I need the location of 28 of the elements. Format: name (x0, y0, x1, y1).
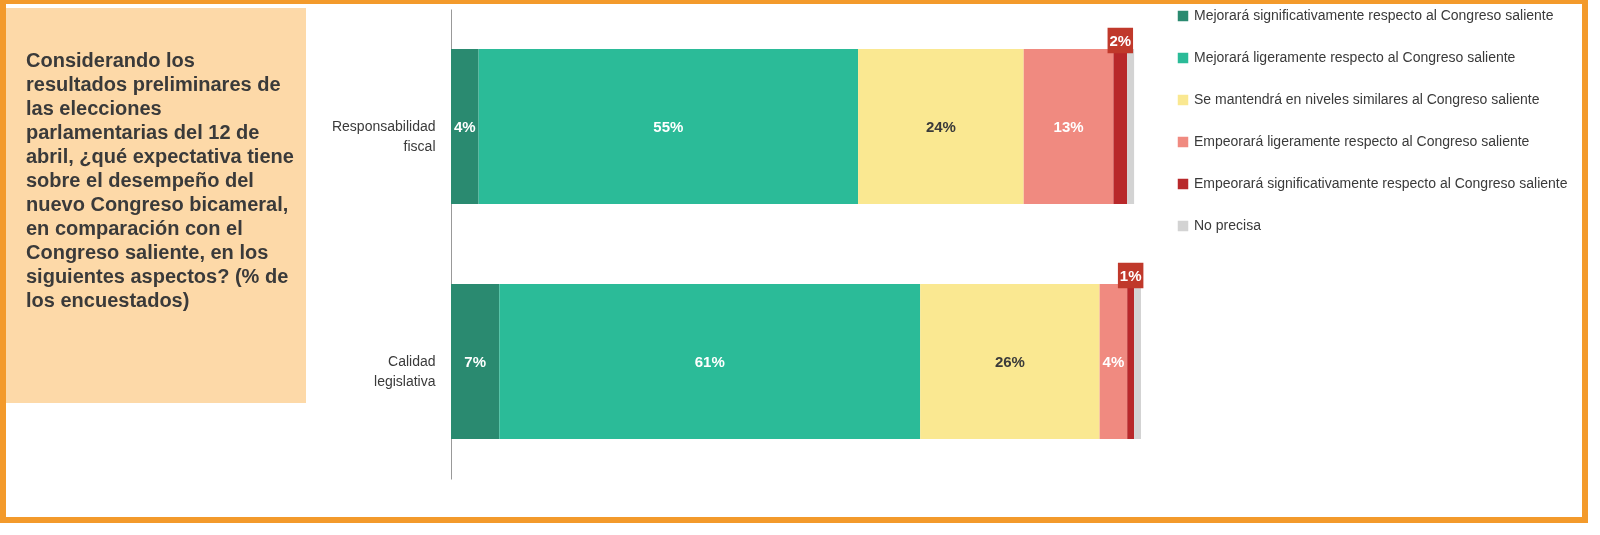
data-label: 2% (1109, 31, 1132, 49)
bar (1127, 48, 1135, 205)
legend-label: Mejorará ligeramente respecto al Congreso saliente (1194, 49, 1516, 65)
bar (499, 283, 921, 440)
bar (451, 283, 500, 440)
bar (858, 48, 1024, 205)
bar (1099, 283, 1128, 440)
data-label: 7% (464, 352, 486, 370)
y-tick-label: Calidad legislativa (374, 352, 436, 389)
bar (1023, 48, 1114, 205)
data-label: 13% (1053, 117, 1084, 135)
legend-label: Se mantendrá en niveles similares al Congreso saliente (1194, 91, 1540, 107)
data-label: 55% (653, 117, 684, 135)
legend-label: Empeorará ligeramente respecto al Congreso saliente (1194, 133, 1530, 149)
data-label: 24% (925, 117, 956, 135)
bar (451, 48, 479, 205)
bar (920, 283, 1100, 440)
legend-label: No precisa (1194, 217, 1262, 233)
bar (478, 48, 859, 205)
chart-title: Considerando los resultados preliminares de las elecciones parlamentarias del 12 de abril, ¿qué expectativa tiene sobre el desempeño del nuevo Congreso bicameral, en comparación con el Congreso saliente, en los siguientes aspectos? (% de los encuestados) (26, 49, 294, 311)
data-label: 4% (453, 117, 476, 135)
data-label: 1% (1119, 266, 1142, 284)
data-label: 4% (1102, 352, 1125, 370)
y-tick-label: Responsabilidad fiscal (331, 117, 436, 154)
legend-label: Empeorará significativamente respecto al Congreso saliente (1194, 175, 1568, 191)
legend-label: Mejorará significativamente respecto al Congreso saliente (1194, 7, 1554, 23)
data-label: 61% (694, 352, 725, 370)
data-label: 26% (994, 352, 1025, 370)
